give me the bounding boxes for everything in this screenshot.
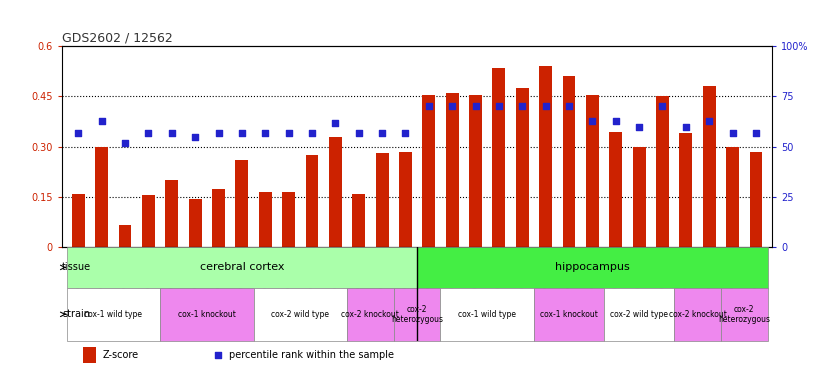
Bar — [446, 93, 458, 247]
Bar — [440, 288, 534, 341]
Text: strain: strain — [62, 310, 90, 319]
Point — [656, 103, 669, 109]
Bar — [399, 152, 412, 247]
Bar — [394, 288, 440, 341]
Point — [633, 124, 646, 130]
Point — [399, 129, 412, 136]
Text: cox-2 knockout: cox-2 knockout — [668, 310, 727, 319]
Bar — [492, 68, 506, 247]
Point — [609, 118, 622, 124]
Point — [259, 129, 272, 136]
Point — [539, 103, 553, 109]
Bar — [329, 137, 342, 247]
Point — [445, 103, 458, 109]
Bar — [188, 199, 202, 247]
Bar — [656, 96, 669, 247]
Bar — [534, 288, 604, 341]
Bar — [604, 288, 674, 341]
Bar — [680, 133, 692, 247]
Point — [235, 129, 249, 136]
Point — [142, 129, 155, 136]
Bar — [352, 194, 365, 247]
Point — [165, 129, 178, 136]
Bar — [212, 189, 225, 247]
Bar — [160, 288, 254, 341]
Point — [118, 140, 131, 146]
Bar — [376, 153, 388, 247]
Bar — [347, 288, 394, 341]
Bar — [721, 288, 767, 341]
Bar — [610, 132, 622, 247]
Text: cox-1 knockout: cox-1 knockout — [178, 310, 235, 319]
Point — [726, 129, 739, 136]
Text: percentile rank within the sample: percentile rank within the sample — [229, 350, 394, 360]
Text: cox-2
heterozygous: cox-2 heterozygous — [392, 305, 443, 324]
Text: cox-2
heterozygous: cox-2 heterozygous — [719, 305, 771, 324]
Text: cox-1 wild type: cox-1 wild type — [458, 310, 516, 319]
Bar — [469, 95, 482, 247]
Point — [469, 103, 482, 109]
Point — [72, 129, 85, 136]
Bar — [282, 192, 295, 247]
Bar — [539, 66, 552, 247]
Point — [329, 119, 342, 126]
Text: cerebral cortex: cerebral cortex — [200, 262, 284, 272]
Bar — [703, 86, 715, 247]
Bar — [72, 194, 85, 247]
Text: GDS2602 / 12562: GDS2602 / 12562 — [62, 32, 173, 45]
Bar — [259, 192, 272, 247]
Text: hippocampus: hippocampus — [555, 262, 629, 272]
Point — [376, 129, 389, 136]
Text: cox-1 wild type: cox-1 wild type — [84, 310, 142, 319]
Bar — [67, 247, 417, 288]
Bar — [142, 195, 154, 247]
Text: cox-2 knockout: cox-2 knockout — [341, 310, 399, 319]
Bar — [516, 88, 529, 247]
Point — [282, 129, 295, 136]
Point — [422, 103, 435, 109]
Bar — [563, 76, 576, 247]
Point — [212, 129, 225, 136]
Bar — [633, 147, 646, 247]
Bar — [306, 155, 318, 247]
Bar — [422, 95, 435, 247]
Bar — [67, 288, 160, 341]
Bar — [586, 95, 599, 247]
Point — [515, 103, 529, 109]
Point — [306, 129, 319, 136]
Point — [563, 103, 576, 109]
Text: cox-1 knockout: cox-1 knockout — [540, 310, 598, 319]
Point — [188, 134, 202, 140]
Text: tissue: tissue — [62, 262, 91, 272]
Text: cox-2 wild type: cox-2 wild type — [610, 310, 668, 319]
Point — [352, 129, 365, 136]
Point — [586, 118, 599, 124]
Bar — [83, 348, 96, 363]
Bar — [235, 160, 249, 247]
Text: cox-2 wild type: cox-2 wild type — [271, 310, 330, 319]
Point — [679, 124, 692, 130]
Bar — [726, 147, 739, 247]
Text: Z-score: Z-score — [102, 350, 139, 360]
Point — [95, 118, 108, 124]
Point — [703, 118, 716, 124]
Bar — [165, 180, 178, 247]
Point — [492, 103, 506, 109]
Bar — [119, 225, 131, 247]
Bar — [95, 147, 108, 247]
Bar — [749, 152, 762, 247]
Bar — [417, 247, 767, 288]
Point — [749, 129, 762, 136]
Bar — [254, 288, 347, 341]
Bar — [674, 288, 721, 341]
